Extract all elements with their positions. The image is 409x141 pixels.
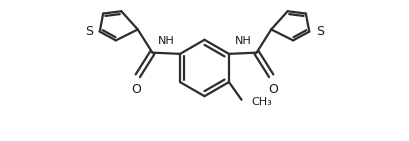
Text: S: S <box>85 25 93 38</box>
Text: NH: NH <box>234 36 251 46</box>
Text: O: O <box>268 83 278 96</box>
Text: O: O <box>131 83 141 96</box>
Text: CH₃: CH₃ <box>251 97 272 107</box>
Text: NH: NH <box>158 36 175 46</box>
Text: S: S <box>316 25 324 38</box>
